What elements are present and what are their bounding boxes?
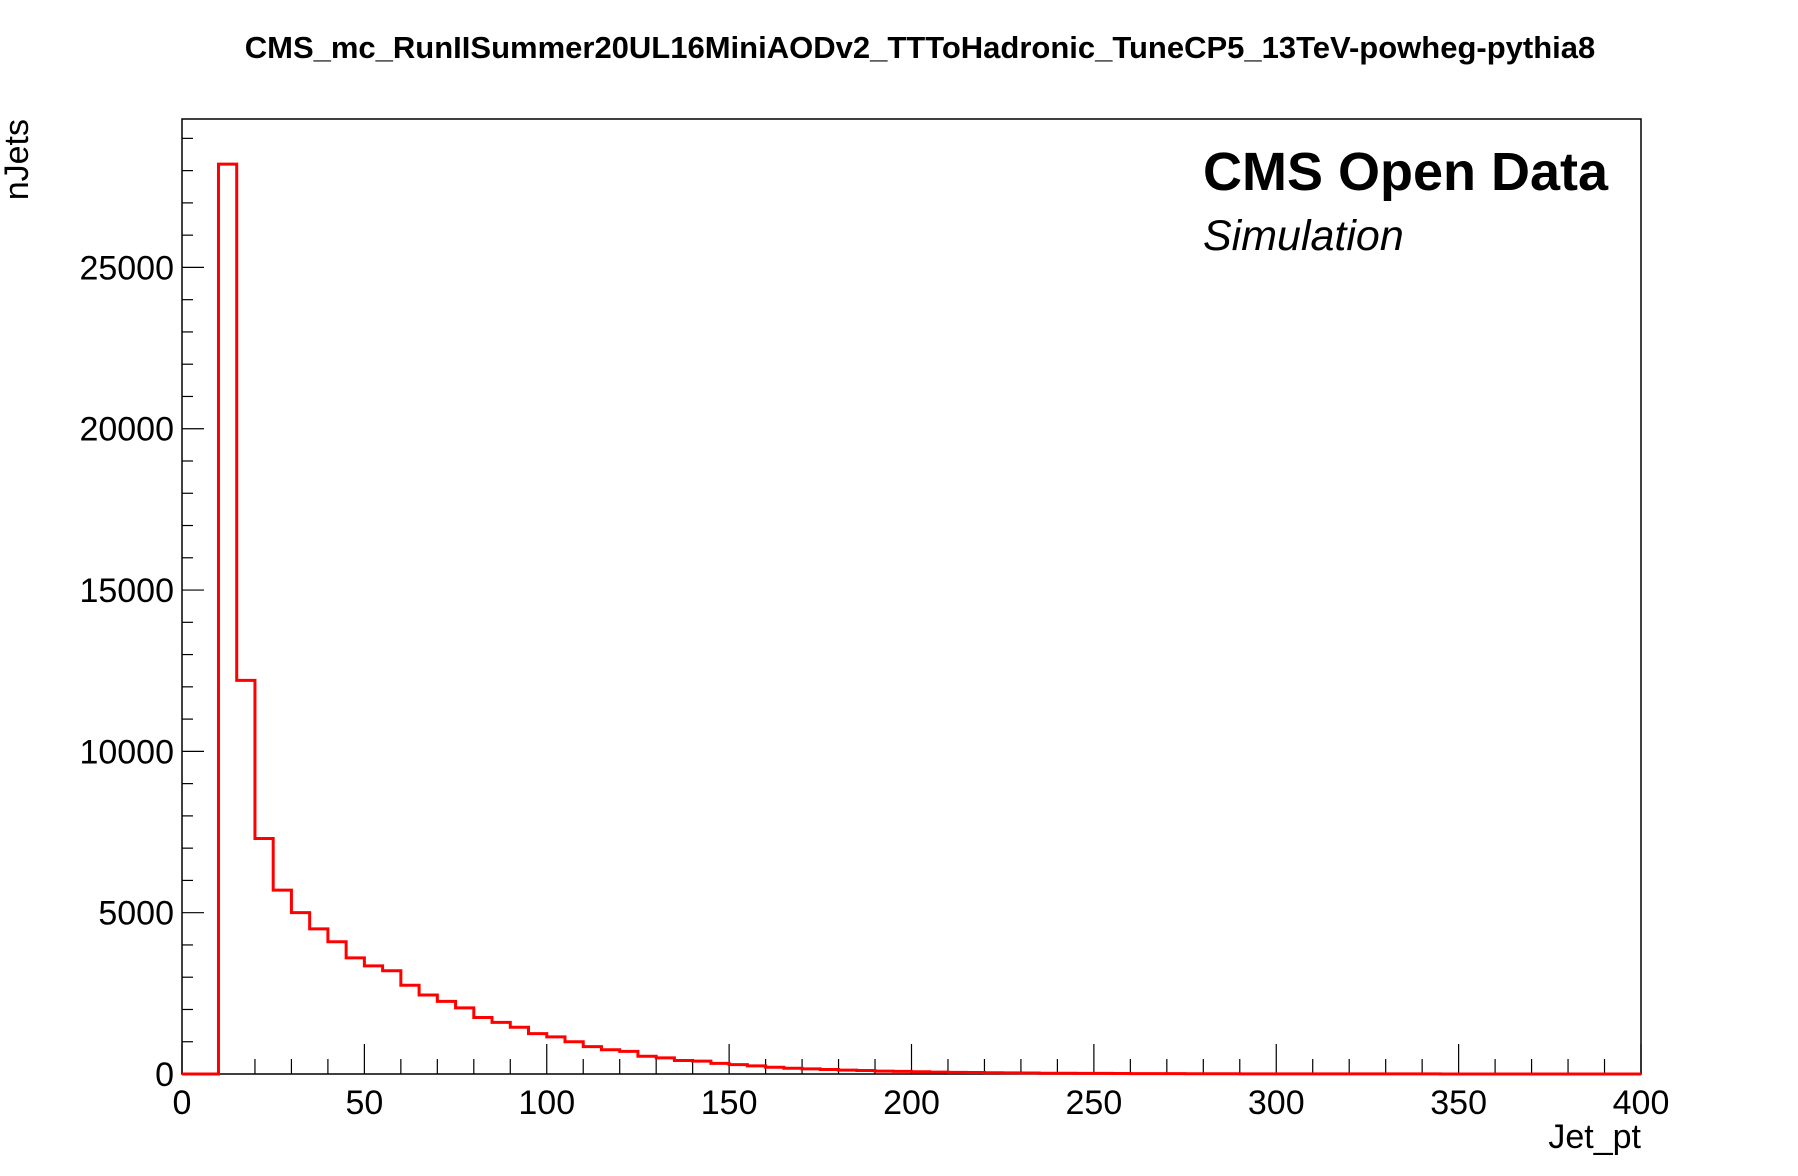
- y-axis-tick-labels: 0 5000 10000 15000 20000 25000: [79, 249, 174, 1094]
- simulation-label: Simulation: [1203, 212, 1404, 260]
- x-tick-label: 350: [1430, 1084, 1487, 1122]
- x-tick-label: 300: [1248, 1084, 1305, 1122]
- x-axis-ticks: [181, 1044, 1642, 1074]
- y-tick-label: 15000: [79, 572, 174, 610]
- x-tick-label: 50: [345, 1084, 383, 1122]
- x-tick-label: 100: [518, 1084, 575, 1122]
- y-tick-label: 5000: [98, 895, 174, 933]
- x-tick-label: 250: [1066, 1084, 1123, 1122]
- x-tick-label: 0: [173, 1084, 192, 1122]
- y-tick-label: 25000: [79, 249, 174, 287]
- y-tick-label: 20000: [79, 411, 174, 449]
- y-axis-label: nJets: [0, 119, 36, 200]
- x-tick-label: 400: [1613, 1084, 1670, 1122]
- x-axis-label: Jet_pt: [1548, 1118, 1641, 1156]
- plot-frame: [181, 118, 1642, 1075]
- y-axis-ticks: [182, 137, 204, 1075]
- cms-open-data-label: CMS Open Data: [1203, 142, 1609, 202]
- x-tick-label: 150: [701, 1084, 758, 1122]
- x-tick-label: 200: [883, 1084, 940, 1122]
- y-tick-label: 10000: [79, 733, 174, 771]
- histogram-series-line: [182, 162, 1641, 1076]
- chart-title: CMS_mc_RunIISummer20UL16MiniAODv2_TTToHa…: [245, 30, 1596, 65]
- x-axis-tick-labels: 0 50 100 150 200 250 300 350 400: [173, 1084, 1670, 1122]
- y-tick-label: 0: [155, 1056, 174, 1094]
